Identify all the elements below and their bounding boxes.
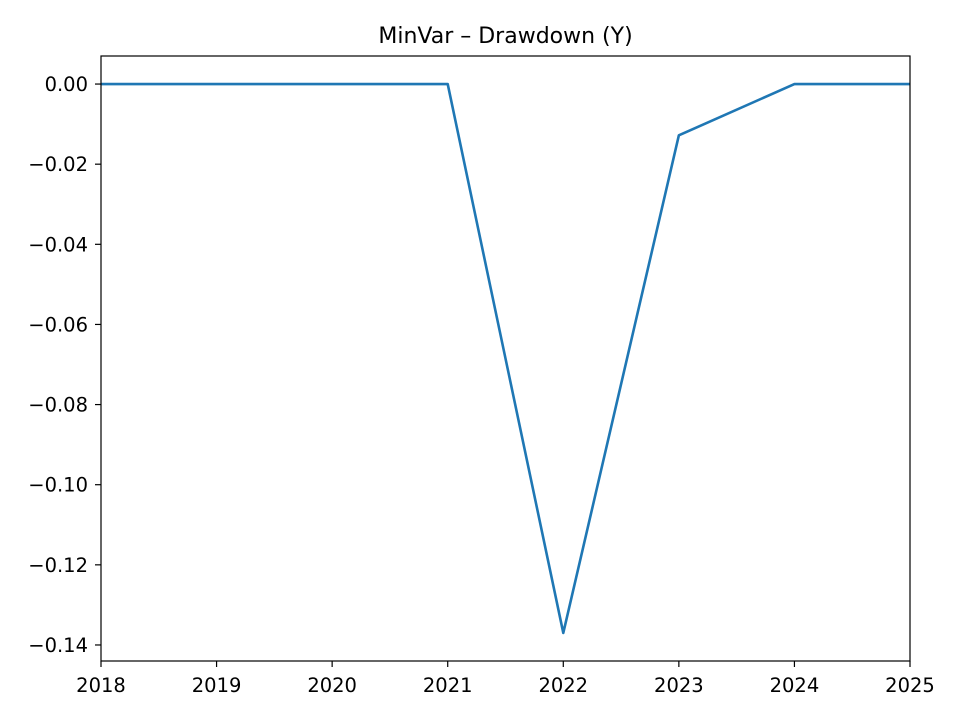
y-tick-label: −0.08 bbox=[28, 394, 88, 417]
x-tick-label: 2025 bbox=[885, 674, 935, 697]
y-tick-label: −0.10 bbox=[28, 474, 88, 497]
y-tick-label: −0.12 bbox=[28, 554, 88, 577]
plot-area bbox=[101, 82, 910, 635]
series-line bbox=[101, 82, 910, 635]
x-tick-label: 2018 bbox=[76, 674, 126, 697]
x-tick-label: 2020 bbox=[307, 674, 357, 697]
y-tick-label: 0.00 bbox=[45, 73, 88, 96]
y-tick-label: −0.04 bbox=[28, 233, 88, 256]
x-tick-label: 2024 bbox=[770, 674, 820, 697]
y-tick-label: −0.02 bbox=[28, 153, 88, 176]
chart-title: MinVar – Drawdown (Y) bbox=[378, 24, 632, 49]
axis-ticks: 2018 2019 2020 2021 2022 2023 2024 2025 0.00 −0.0… bbox=[28, 73, 935, 697]
y-tick-label: −0.06 bbox=[28, 313, 88, 336]
x-tick-label: 2019 bbox=[192, 674, 242, 697]
x-tick-label: 2022 bbox=[538, 674, 588, 697]
x-tick-label: 2021 bbox=[423, 674, 473, 697]
x-tick-label: 2023 bbox=[654, 674, 704, 697]
y-tick-label: −0.14 bbox=[28, 634, 88, 657]
axes-frame bbox=[100, 55, 911, 662]
